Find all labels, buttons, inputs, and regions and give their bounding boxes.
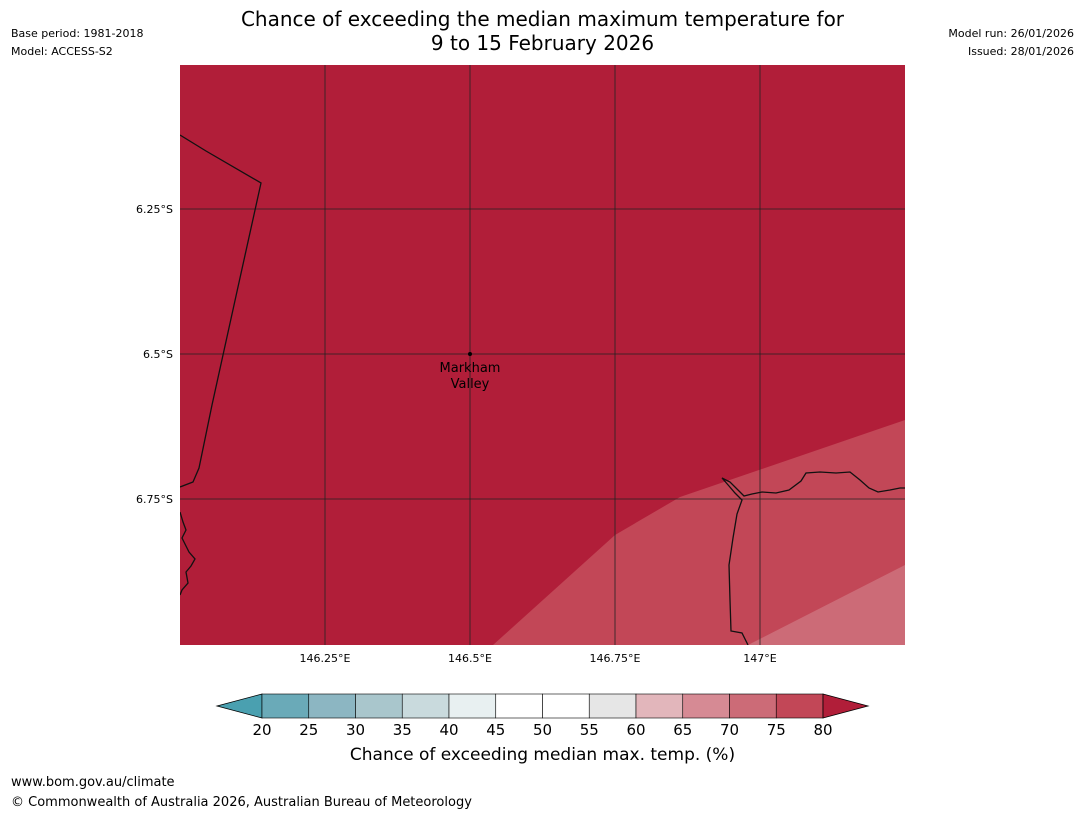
- map-area: Markham Valley: [180, 65, 905, 645]
- colorbar-tick-60: 60: [626, 721, 645, 739]
- issued-date: Issued: 28/01/2026: [967, 45, 1074, 58]
- longitude-labels: 146.25°E 146.5°E 146.75°E 147°E: [300, 652, 777, 665]
- colorbar-segment-25-30: [308, 693, 356, 719]
- header-meta-right: Model run: 26/01/2026 Issued: 28/01/2026: [948, 25, 1074, 61]
- place-marker: [468, 352, 472, 356]
- province-boundary-west: [180, 134, 262, 488]
- place-label-line-1: Markham: [440, 361, 501, 376]
- lat-label-6-25: 6.25°S: [136, 203, 173, 216]
- page-title: Chance of exceeding the median maximum t…: [0, 7, 1085, 55]
- colorbar-segment-35-40: [401, 693, 450, 719]
- colorbar-label: Chance of exceeding median max. temp. (%…: [349, 745, 736, 765]
- colorbar-extend-high: [822, 693, 870, 719]
- probability-band-75-80: [493, 420, 905, 645]
- lon-label-146-75: 146.75°E: [590, 652, 641, 665]
- colorbar-tick-55: 55: [580, 721, 599, 739]
- coastline-huon-gulf: [721, 471, 905, 645]
- latitude-labels: 6.25°S 6.5°S 6.75°S: [136, 203, 173, 506]
- coastline-west: [180, 511, 196, 596]
- colorbar-tick-40: 40: [439, 721, 458, 739]
- coastlines: [180, 134, 905, 645]
- lat-label-6-75: 6.75°S: [136, 493, 173, 506]
- header-meta-left: Base period: 1981-2018 Model: ACCESS-S2: [11, 25, 143, 61]
- colorbar-tick-70: 70: [720, 721, 739, 739]
- colorbar-segment-30-35: [355, 693, 403, 719]
- model-name: Model: ACCESS-S2: [11, 45, 113, 58]
- footer-copyright: © Commonwealth of Australia 2026, Austra…: [11, 795, 472, 810]
- colorbar-segment-50-55: [542, 693, 590, 719]
- colorbar-tick-45: 45: [486, 721, 505, 739]
- colorbar-extend-low: [215, 693, 263, 719]
- title-line-2: 9 to 15 February 2026: [430, 31, 655, 55]
- colorbar-tick-25: 25: [299, 721, 318, 739]
- model-run: Model run: 26/01/2026: [948, 27, 1074, 40]
- colorbar-tick-50: 50: [533, 721, 552, 739]
- colorbar-segment-65-70: [682, 693, 730, 719]
- colorbar-tick-65: 65: [673, 721, 692, 739]
- base-period: Base period: 1981-2018: [11, 27, 144, 40]
- colorbar-segment-70-75: [729, 693, 777, 719]
- lon-label-146-5: 146.5°E: [448, 652, 492, 665]
- graticule: [180, 65, 905, 645]
- lon-label-147: 147°E: [743, 652, 776, 665]
- colorbar-tick-20: 20: [252, 721, 271, 739]
- colorbar-segment-60-65: [635, 693, 684, 719]
- colorbar-segment-75-80: [775, 693, 824, 719]
- footer-url: www.bom.gov.au/climate: [11, 775, 175, 790]
- lat-label-6-5: 6.5°S: [143, 348, 173, 361]
- colorbar: 20 25 30 35 40 45 50 55 60 65 70 75 80: [215, 693, 870, 739]
- lon-label-146-25: 146.25°E: [300, 652, 351, 665]
- colorbar-segment-40-45: [448, 693, 497, 719]
- colorbar-segment-45-50: [495, 693, 543, 719]
- colorbar-tick-30: 30: [346, 721, 365, 739]
- colorbar-tick-80: 80: [813, 721, 832, 739]
- colorbar-tick-35: 35: [393, 721, 412, 739]
- title-line-1: Chance of exceeding the median maximum t…: [240, 7, 845, 31]
- colorbar-segment-55-60: [588, 693, 637, 719]
- colorbar-segment-20-25: [261, 693, 310, 719]
- probability-band-70-75: [748, 565, 905, 645]
- colorbar-tick-75: 75: [767, 721, 786, 739]
- place-label-line-2: Valley: [451, 377, 490, 392]
